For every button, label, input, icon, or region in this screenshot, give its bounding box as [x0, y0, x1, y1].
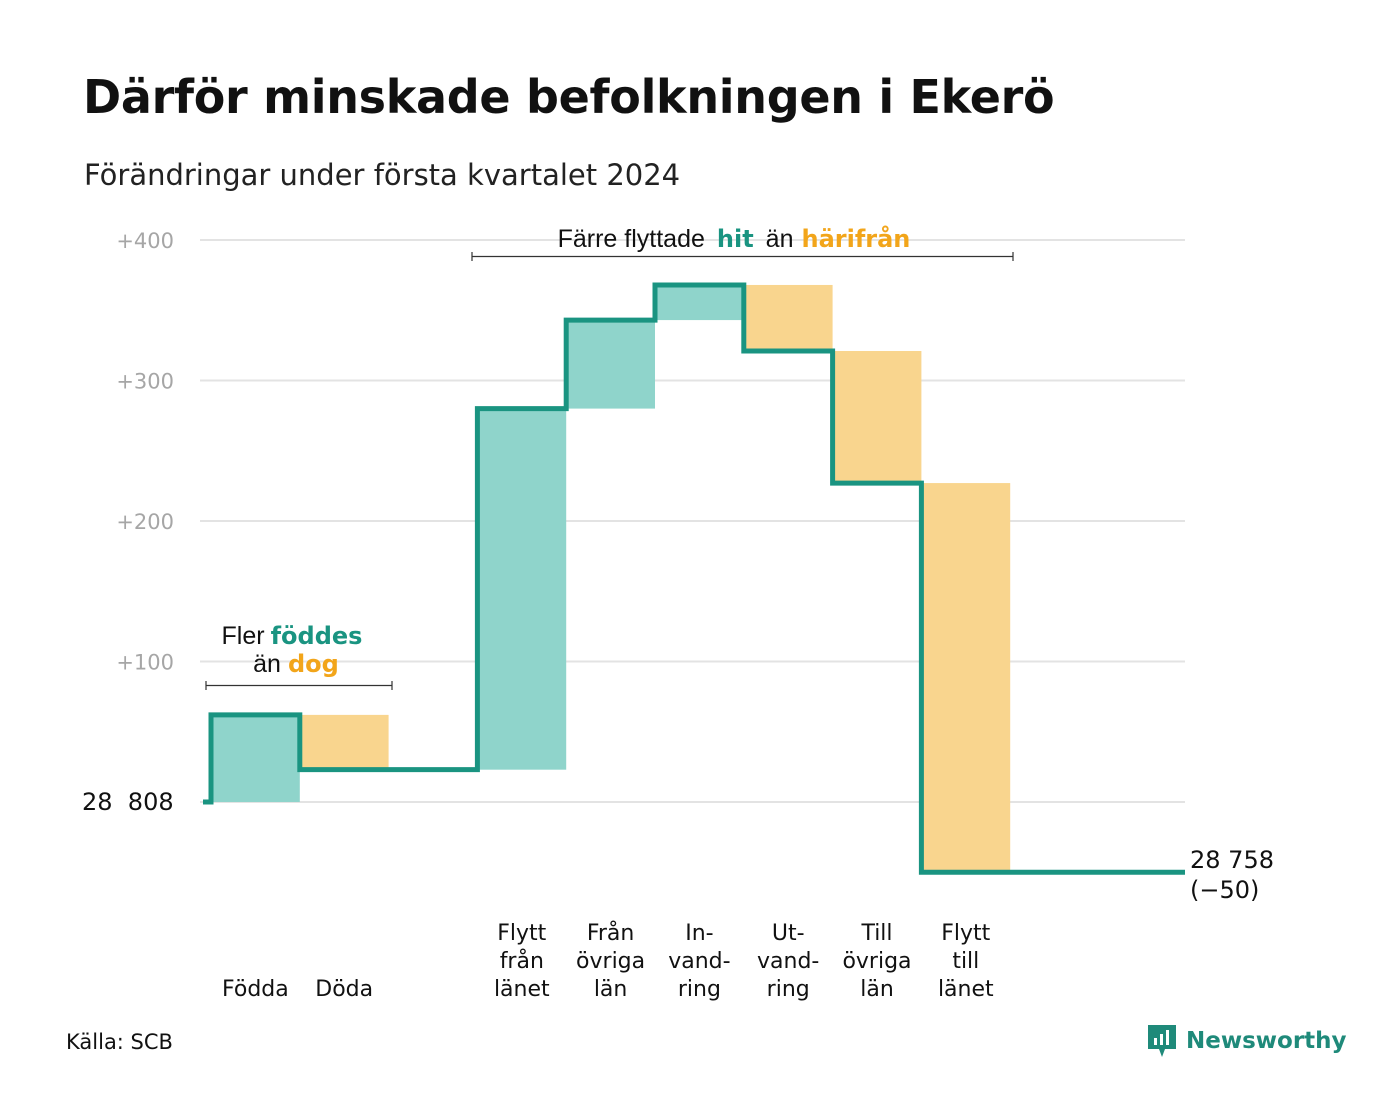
x-axis-label: länet: [938, 977, 994, 1002]
x-axis-label: vand-: [757, 949, 819, 974]
y-tick-label: +400: [116, 229, 174, 253]
x-axis-label: Ut-: [772, 921, 805, 946]
x-axis-label: In-: [685, 921, 713, 946]
y-axis-ticks: +100 +200 +300 +400: [116, 229, 174, 675]
x-axis-label: övriga: [842, 949, 911, 974]
migration-annotation-text: Färre flyttade hit än härifrån: [558, 224, 911, 253]
x-axis-label: ring: [678, 977, 721, 1002]
decrease-bar: [743, 284, 833, 351]
x-axis-label: län: [860, 977, 894, 1002]
increase-bar: [655, 284, 744, 321]
decrease-bar: [921, 483, 1011, 873]
x-axis-label: Flytt: [497, 921, 546, 946]
x-axis-label: Från: [587, 920, 635, 946]
x-axis-label: län: [594, 977, 628, 1002]
grid-lines: [200, 239, 1185, 803]
chart-title: Därför minskade befolkningen i Ekerö: [83, 70, 1055, 124]
x-axis-label: Flytt: [941, 921, 990, 946]
newsworthy-logo[interactable]: Newsworthy: [1146, 1023, 1347, 1059]
x-axis-label: övriga: [576, 949, 645, 974]
x-axis-label: vand-: [668, 949, 730, 974]
x-axis-labels: Födda DödaFlyttfrånlänetFrånövrigalänIn-v…: [222, 920, 994, 1002]
migration-annotation: Färre flyttade hit än härifrån: [471, 224, 1014, 261]
births-annotation: Fler föddes än dog: [205, 622, 393, 690]
source-note: Källa: SCB: [66, 1030, 173, 1054]
population-level-line: [203, 282, 1185, 875]
migration-bracket: [471, 252, 1014, 261]
x-axis-label: till: [952, 949, 979, 974]
decrease-bar: [832, 350, 922, 484]
change-label: (−50): [1190, 876, 1259, 904]
x-axis-label: länet: [494, 977, 550, 1002]
x-axis-label: från: [500, 948, 544, 974]
x-axis-label: Födda: [222, 977, 289, 1002]
end-value-label: 28 758: [1190, 846, 1274, 874]
increase-bar: [566, 320, 655, 409]
births-annotation-line2: än dog: [253, 650, 339, 678]
decrease-bar: [299, 714, 389, 770]
start-value-label: 28 808: [82, 788, 174, 816]
increase-bar: [211, 714, 300, 802]
births-annotation-line1: Fler föddes: [222, 622, 363, 650]
chart-subtitle: Förändringar under första kvartalet 2024: [84, 158, 681, 192]
newsworthy-logo-text: Newsworthy: [1186, 1028, 1347, 1054]
births-bracket: [205, 681, 393, 690]
y-tick-label: +100: [116, 651, 174, 675]
newsworthy-logo-icon: [1148, 1025, 1176, 1057]
y-tick-label: +300: [116, 370, 174, 394]
bars: [211, 284, 1011, 873]
x-axis-label: ring: [767, 977, 810, 1002]
x-axis-label: Döda: [315, 977, 373, 1002]
increase-bar: [477, 408, 567, 770]
y-tick-label: +200: [116, 510, 174, 534]
x-axis-label: Till: [860, 921, 892, 946]
